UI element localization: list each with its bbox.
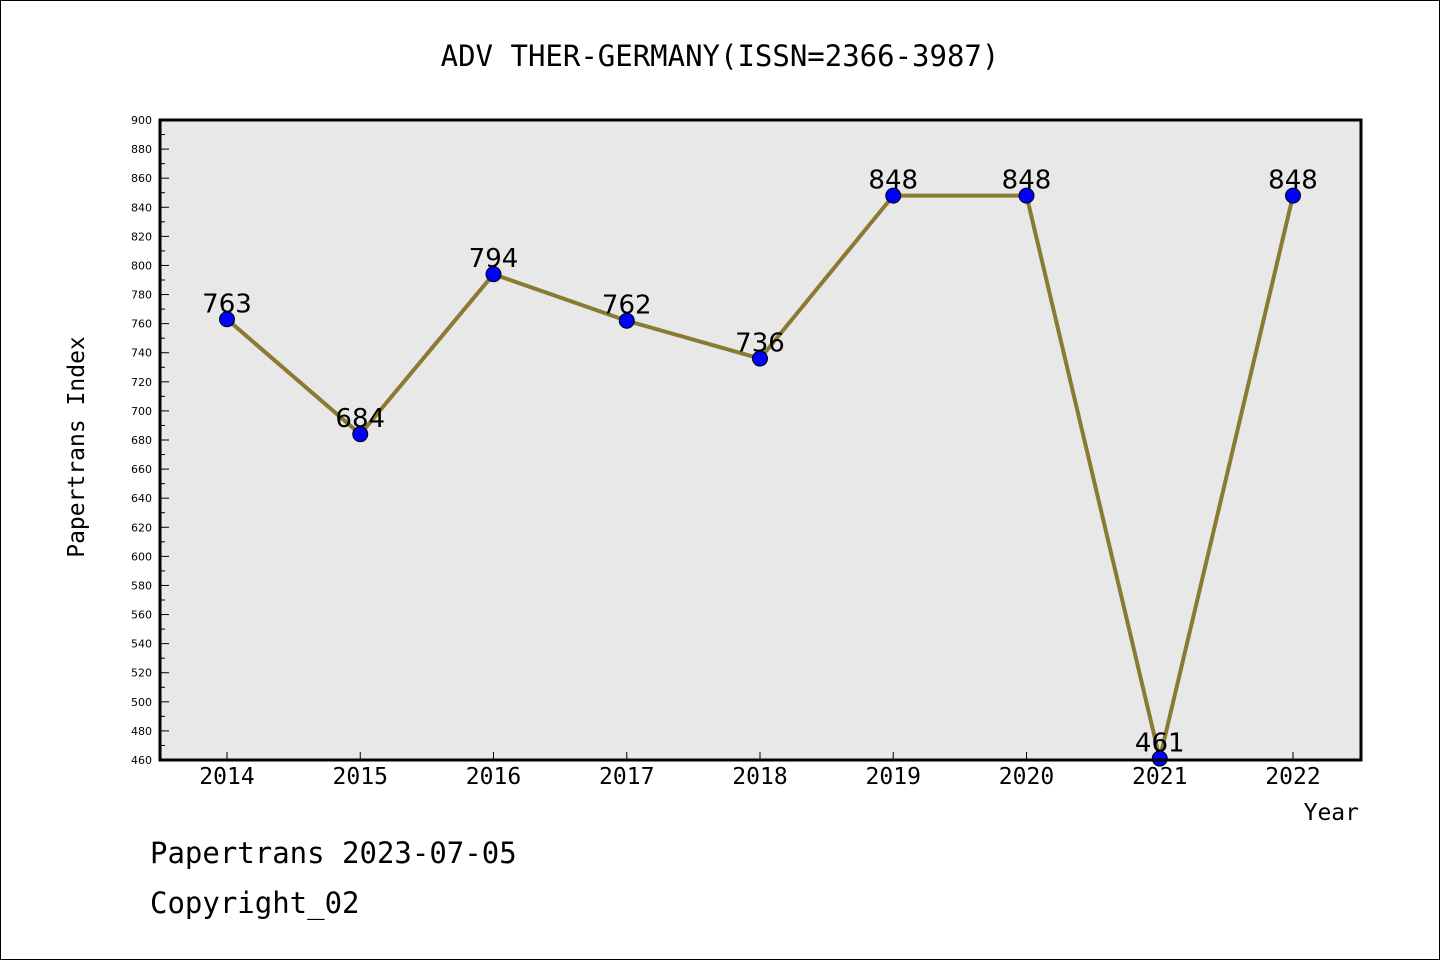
plot-border [158, 118, 1363, 762]
y-tick-label: 600 [131, 550, 152, 563]
y-tick-label: 820 [131, 230, 152, 243]
y-tick-label: 880 [131, 143, 152, 156]
y-tick-label: 460 [131, 754, 152, 767]
y-tick-label: 660 [131, 463, 152, 476]
y-tick-label: 780 [131, 289, 152, 302]
x-tick-label: 2015 [333, 764, 388, 790]
x-tick-label: 2018 [732, 764, 787, 790]
y-tick-label: 740 [131, 347, 152, 360]
x-tick-label: 2016 [466, 764, 521, 790]
y-tick-label: 520 [131, 667, 152, 680]
data-label: 684 [335, 404, 385, 434]
y-tick-label: 500 [131, 696, 152, 709]
y-tick-label: 800 [131, 259, 152, 272]
y-tick-label: 760 [131, 318, 152, 331]
x-tick-label: 2017 [599, 764, 654, 790]
data-label: 848 [1268, 166, 1318, 196]
x-tick-label: 2014 [199, 764, 254, 790]
data-point [618, 312, 635, 329]
x-tick-label: 2020 [999, 764, 1054, 790]
data-label: 461 [1135, 729, 1185, 759]
y-tick-label: 620 [131, 521, 152, 534]
x-axis-label: Year [1304, 800, 1359, 826]
series-layer: 763 684 794 762 736 848 848 461 848 [202, 166, 1318, 767]
y-tick-label: 840 [131, 201, 152, 214]
y-axis-label: Papertrans Index [64, 336, 90, 558]
x-tick-label: 2021 [1132, 764, 1187, 790]
data-point [219, 311, 235, 328]
y-tick-label: 860 [131, 172, 152, 185]
y-axis: 460 480 500 520 540 560 580 600 620 640 660 680 700 7… [131, 114, 169, 767]
data-point [485, 266, 502, 283]
data-point [352, 426, 369, 443]
data-point [752, 350, 768, 367]
y-tick-label: 680 [131, 434, 152, 447]
footer-date: Papertrans 2023-07-05 [150, 836, 517, 870]
y-tick-label: 900 [131, 114, 152, 127]
x-tick-label: 2022 [1265, 764, 1320, 790]
data-label: 848 [868, 166, 918, 196]
data-label: 736 [735, 329, 785, 359]
x-tick-label: 2019 [866, 764, 921, 790]
x-axis: 2014 2015 2016 2017 2018 2019 2020 2021 2022 [199, 752, 1321, 790]
data-point [885, 187, 902, 204]
y-tick-label: 640 [131, 492, 152, 505]
data-point [1018, 187, 1035, 204]
y-tick-label: 540 [131, 638, 152, 651]
y-tick-label: 580 [131, 579, 152, 592]
y-tick-label: 480 [131, 725, 152, 738]
footer-copyright: Copyright_02 [150, 886, 360, 921]
data-label: 762 [602, 291, 652, 321]
data-label: 794 [469, 244, 519, 274]
data-point [1285, 187, 1301, 204]
data-label: 848 [1002, 166, 1052, 196]
y-tick-label: 700 [131, 405, 152, 418]
chart-title: ADV THER-GERMANY(ISSN=2366-3987) [441, 39, 1000, 73]
y-tick-label: 720 [131, 376, 152, 389]
y-tick-label: 560 [131, 609, 152, 622]
data-label: 763 [202, 289, 252, 319]
